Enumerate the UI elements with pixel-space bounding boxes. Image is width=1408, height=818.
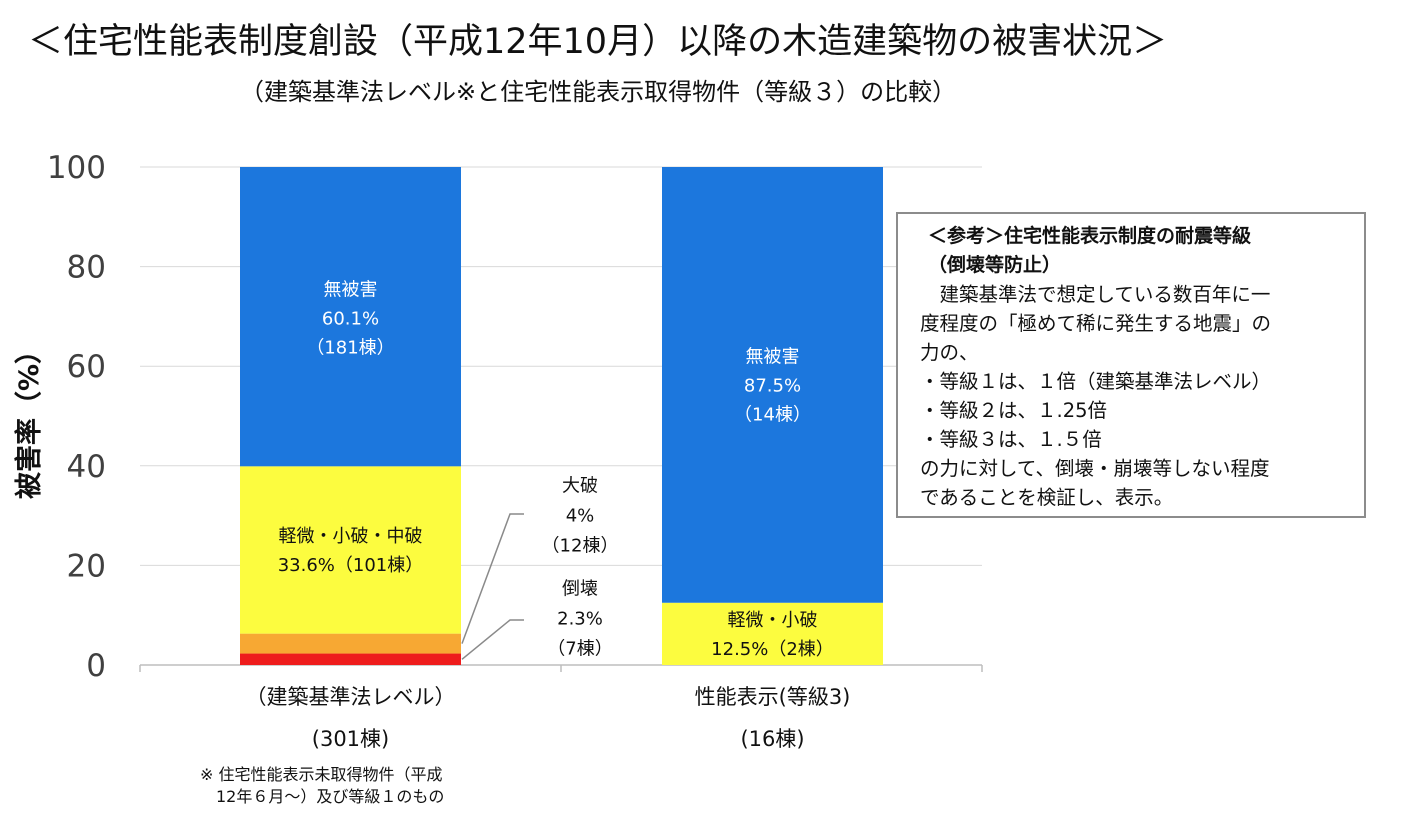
- y-tick-label: 20: [67, 548, 106, 584]
- data-label-minor-damage-bsl: 軽微・小破・中破: [279, 526, 423, 547]
- data-label-minor-damage-bsl: 33.6%（101棟）: [278, 555, 424, 576]
- x-category-label: （建築基準法レベル）: [246, 685, 456, 709]
- reference-note-body: 建築基準法で想定している数百年に一 度程度の「極めて稀に発生する地震」の 力の、…: [920, 283, 1272, 509]
- bar-segment: [240, 167, 461, 467]
- data-label-no-damage-grade3: （14棟）: [734, 404, 811, 425]
- callout-leader-line: [461, 619, 524, 660]
- data-label-no-damage-bsl: （181棟）: [306, 337, 394, 358]
- callout-severe-damage: 大破: [562, 475, 598, 496]
- data-label-no-damage-bsl: 無被害: [324, 279, 378, 300]
- reference-note-title: ＜参考＞住宅性能表示制度の耐震等級 （倒壊等防止）: [928, 225, 1252, 276]
- x-category-label: 性能表示(等級3): [695, 685, 851, 709]
- x-category-count: (301棟): [312, 727, 389, 751]
- data-label-minor-damage-grade3: 12.5%（2棟）: [711, 639, 834, 660]
- callout-leader-line: [461, 513, 524, 644]
- page-subtitle: （建築基準法レベル※と住宅性能表示取得物件（等級３）の比較）: [240, 78, 957, 106]
- data-label-no-damage-grade3: 無被害: [746, 346, 800, 367]
- y-tick-label: 80: [67, 250, 106, 286]
- y-axis-label: 被害率（%）: [13, 337, 45, 499]
- y-tick-label: 60: [67, 349, 106, 385]
- bar-segment: [662, 167, 883, 603]
- reference-note-box: ＜参考＞住宅性能表示制度の耐震等級 （倒壊等防止） 建築基準法で想定している数百…: [896, 212, 1366, 518]
- x-category-count: (16棟): [740, 727, 804, 751]
- callout-severe-damage: （12棟）: [542, 535, 619, 556]
- y-tick-label: 100: [47, 150, 106, 186]
- callout-severe-damage: 4%: [566, 505, 595, 526]
- callout-collapse: 2.3%: [557, 608, 603, 629]
- data-label-no-damage-grade3: 87.5%: [744, 375, 801, 396]
- page-title: ＜住宅性能表制度創設（平成12年10月）以降の木造建築物の被害状況＞: [28, 22, 1168, 62]
- data-label-minor-damage-grade3: 軽微・小破: [728, 610, 818, 631]
- bar-segment: [240, 466, 461, 634]
- bar-segment: [240, 633, 461, 654]
- callout-collapse: （7棟）: [547, 638, 612, 659]
- bar-segment: [240, 653, 461, 665]
- data-label-no-damage-bsl: 60.1%: [322, 308, 379, 329]
- bar-segment: [662, 602, 883, 665]
- callout-collapse: 倒壊: [562, 578, 598, 599]
- y-tick-label: 0: [86, 648, 106, 684]
- footnote: ※ 住宅性能表示未取得物件（平成 12年６月～）及び等級１のもの: [200, 765, 445, 806]
- y-tick-label: 40: [67, 449, 106, 485]
